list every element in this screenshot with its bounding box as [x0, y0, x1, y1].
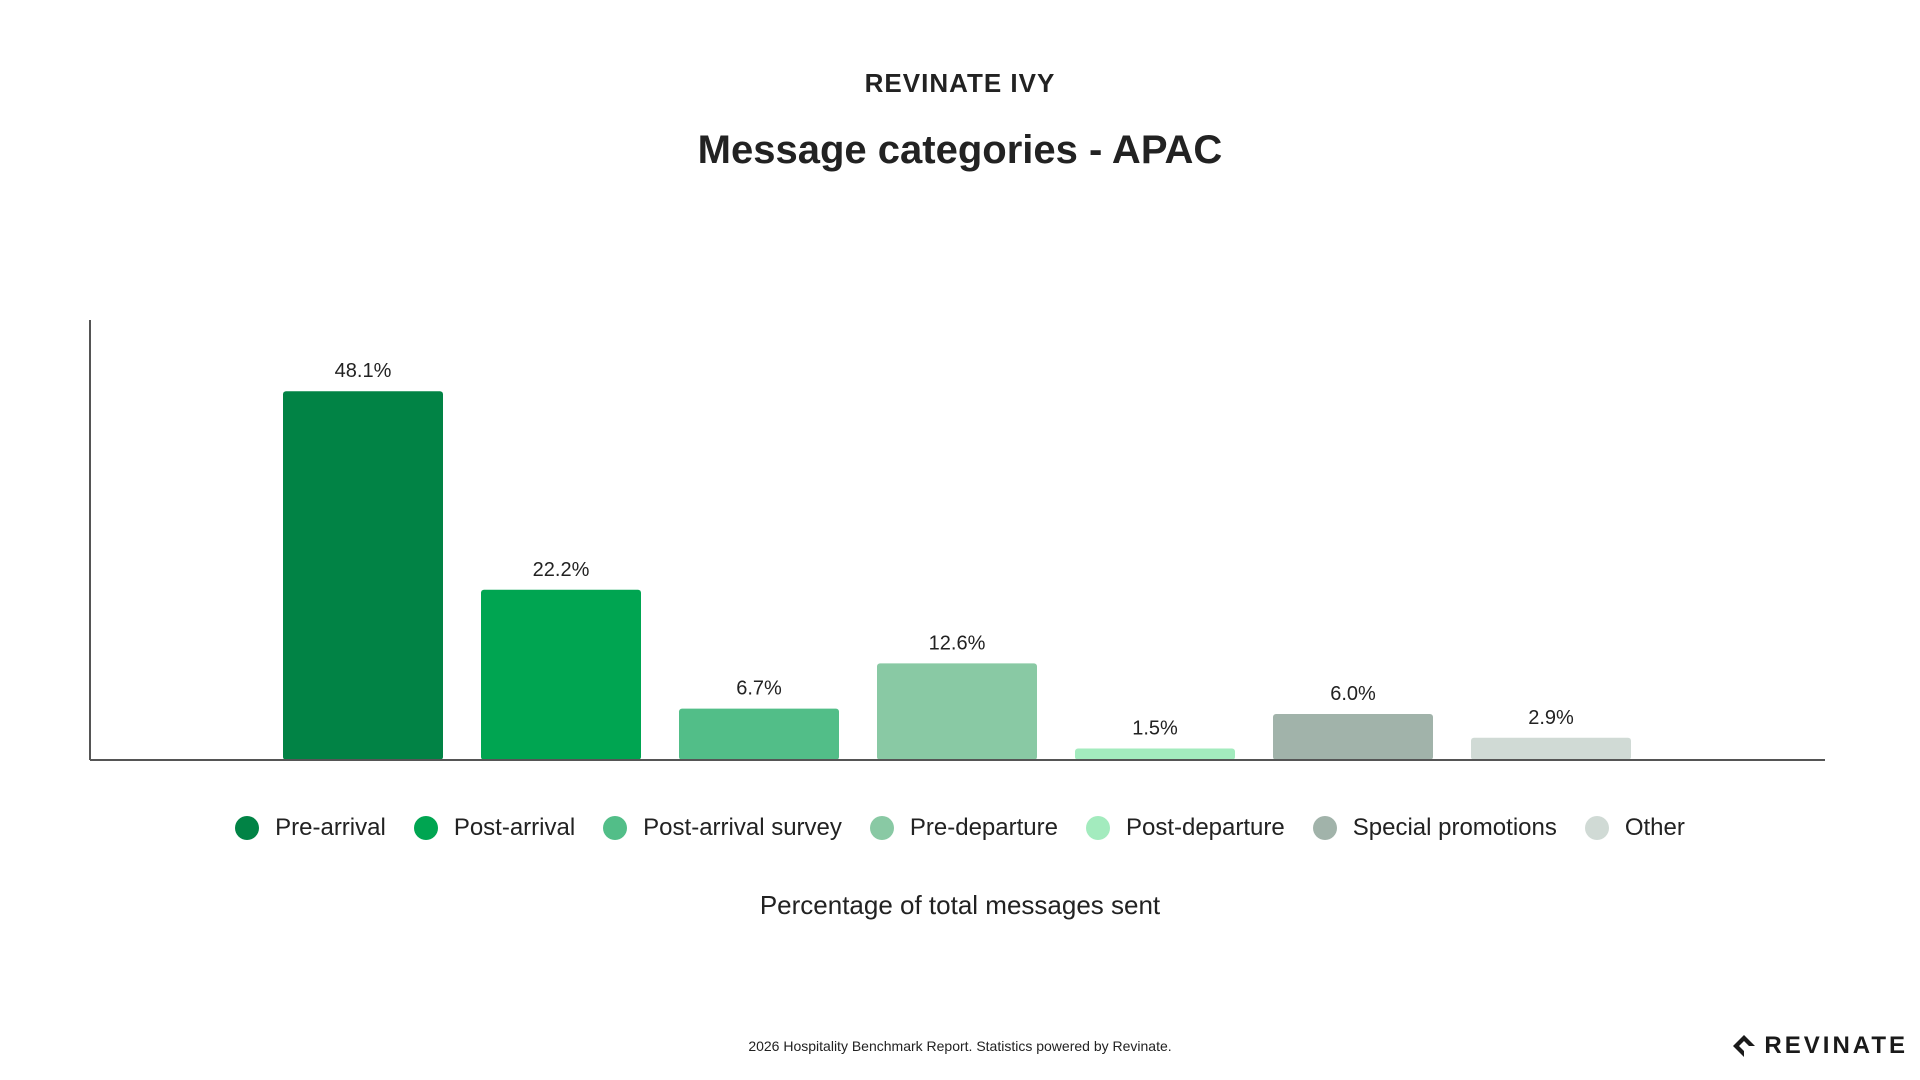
bar-pre-arrival	[283, 391, 443, 760]
data-label-post-arrival-survey: 6.7%	[736, 678, 782, 700]
data-label-other: 2.9%	[1528, 707, 1574, 729]
footer-note: 2026 Hospitality Benchmark Report. Stati…	[748, 1038, 1172, 1054]
legend-label: Pre-departure	[909, 814, 1058, 841]
legend-swatch	[235, 816, 260, 840]
legend-swatch	[1584, 816, 1609, 840]
legend-label: Post-arrival	[453, 814, 576, 841]
chart-legend: Pre-arrival Post-arrival Post-arrival surv…	[0, 814, 1920, 842]
legend-label: Post-departure	[1125, 814, 1285, 841]
data-label-post-arrival: 22.2%	[533, 559, 590, 581]
legend-label: Pre-arrival	[275, 814, 386, 841]
legend-swatch	[603, 816, 628, 840]
bar-post-arrival	[481, 589, 641, 760]
legend-swatch	[1312, 816, 1337, 840]
legend-item-post-departure: Post-departure	[1085, 814, 1285, 842]
data-label-special-promotions: 6.0%	[1330, 683, 1376, 705]
brand-logo: REVINATE	[1732, 1032, 1908, 1060]
bar-pre-departure	[877, 663, 1037, 760]
bar-post-arrival-survey	[679, 708, 839, 760]
bar-other	[1471, 737, 1631, 760]
revinate-logo-icon	[1733, 1035, 1756, 1057]
legend-item-post-arrival: Post-arrival	[413, 814, 576, 842]
legend-swatch	[869, 816, 894, 840]
data-label-post-departure: 1.5%	[1132, 718, 1178, 740]
chart-title: Message categories - APAC	[697, 128, 1223, 172]
legend-label: Post-arrival survey	[643, 814, 842, 841]
legend-label: Special promotions	[1352, 814, 1557, 841]
data-label-pre-arrival: 48.1%	[335, 360, 392, 382]
bar-post-departure	[1075, 748, 1235, 760]
legend-item-special-promotions: Special promotions	[1312, 814, 1557, 842]
legend-item-pre-departure: Pre-departure	[869, 814, 1058, 842]
x-axis-label: Percentage of total messages sent	[759, 890, 1161, 920]
legend-item-pre-arrival: Pre-arrival	[235, 814, 386, 842]
brand-name: REVINATE	[1764, 1032, 1908, 1059]
legend-label: Other	[1624, 814, 1685, 841]
legend-swatch	[413, 816, 438, 840]
legend-item-other: Other	[1584, 814, 1685, 842]
legend-swatch	[1085, 816, 1110, 840]
report-eyebrow: REVINATE IVY	[864, 68, 1056, 98]
legend-item-post-arrival-survey: Post-arrival survey	[603, 814, 842, 842]
bar-chart: 48.1% 22.2% 6.7% 12.6% 1.5% 6.0% 2.9%	[89, 320, 1825, 761]
data-label-pre-departure: 12.6%	[929, 632, 986, 654]
bar-special-promotions	[1273, 714, 1433, 760]
